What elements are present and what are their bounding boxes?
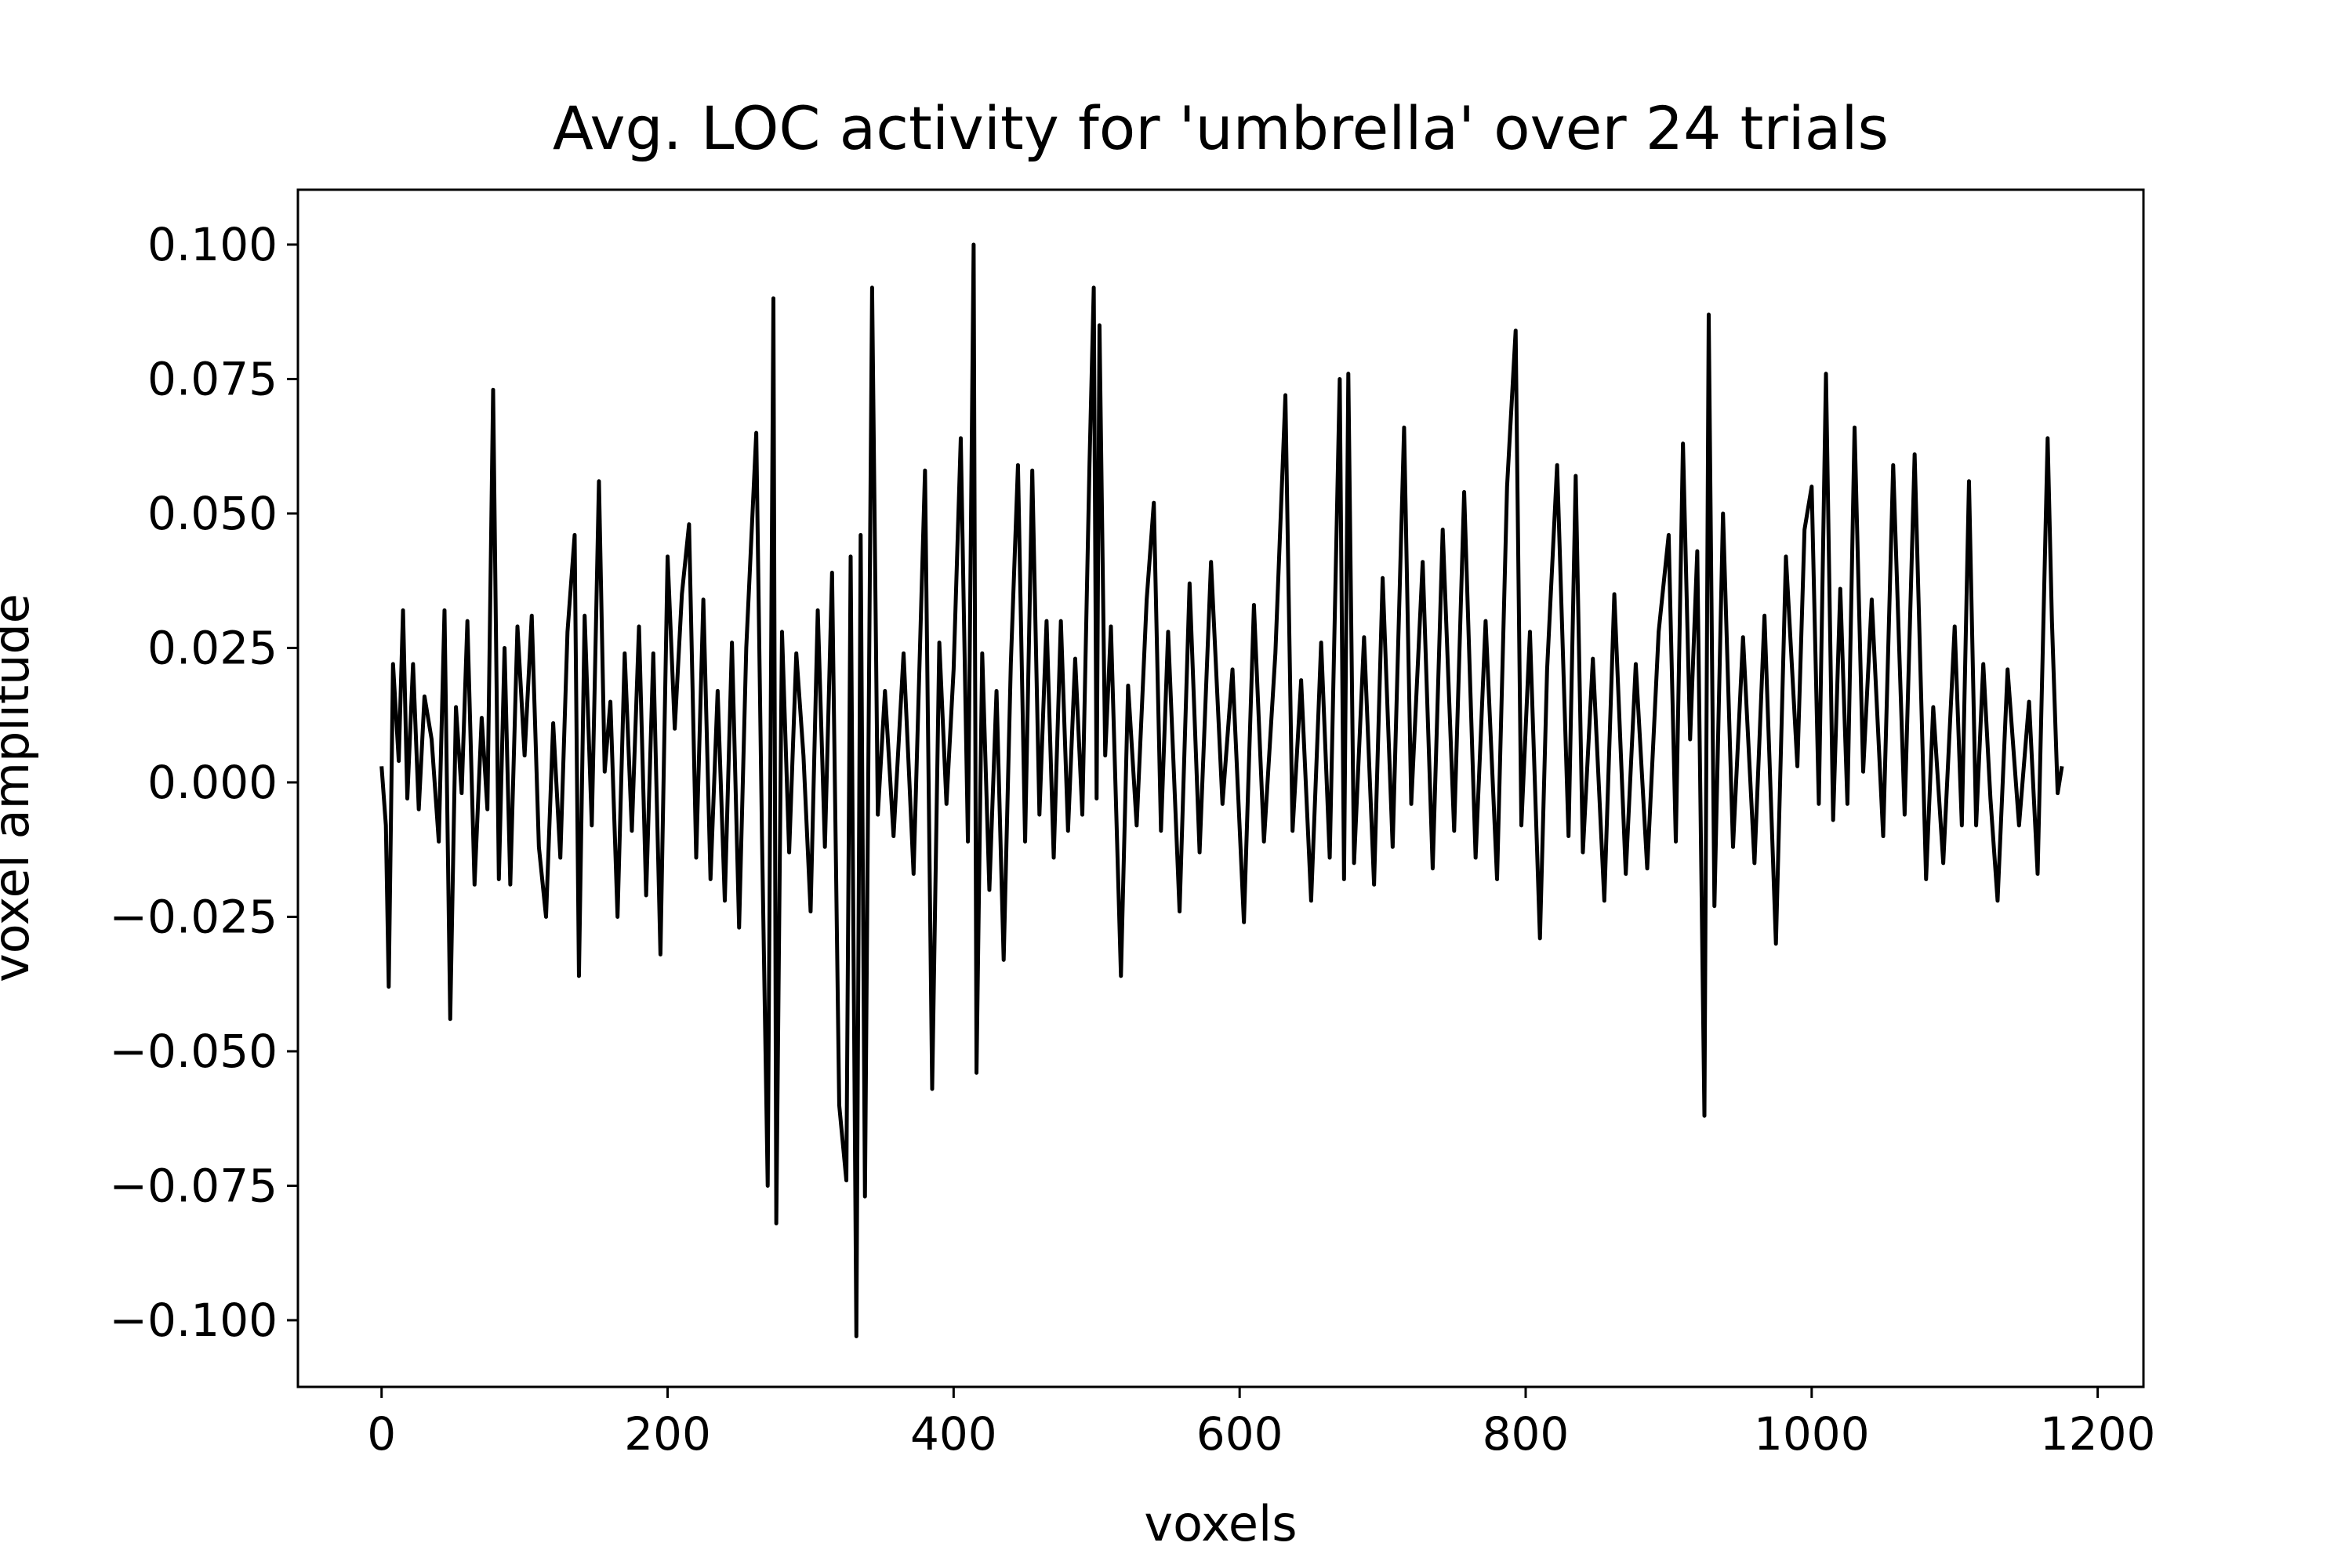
x-axis-label: voxels bbox=[1144, 1495, 1297, 1552]
y-tick-label: 0.025 bbox=[147, 621, 278, 674]
y-tick-label: −0.100 bbox=[109, 1294, 278, 1347]
x-tick-label: 1200 bbox=[2040, 1407, 2156, 1461]
x-tick-label: 200 bbox=[624, 1407, 711, 1461]
plot-frame bbox=[296, 188, 2145, 1388]
x-tick-label: 800 bbox=[1483, 1407, 1570, 1461]
data-line bbox=[379, 242, 2064, 1339]
y-tick-label: 0.075 bbox=[147, 352, 278, 405]
y-tick-label: 0.000 bbox=[147, 756, 278, 809]
y-tick-label: 0.100 bbox=[147, 218, 278, 271]
x-tick-label: 1000 bbox=[1754, 1407, 1870, 1461]
x-tick-label: 600 bbox=[1196, 1407, 1283, 1461]
chart-title: Avg. LOC activity for 'umbrella' over 24… bbox=[553, 93, 1889, 163]
x-tick-label: 400 bbox=[910, 1407, 997, 1461]
x-tick-label: 0 bbox=[367, 1407, 396, 1461]
y-tick-label: −0.050 bbox=[109, 1025, 278, 1078]
y-axis-label: voxel amplitude bbox=[0, 593, 40, 982]
y-tick-label: −0.025 bbox=[109, 890, 278, 943]
y-tick-label: 0.050 bbox=[147, 487, 278, 540]
y-tick-label: −0.075 bbox=[109, 1159, 278, 1212]
